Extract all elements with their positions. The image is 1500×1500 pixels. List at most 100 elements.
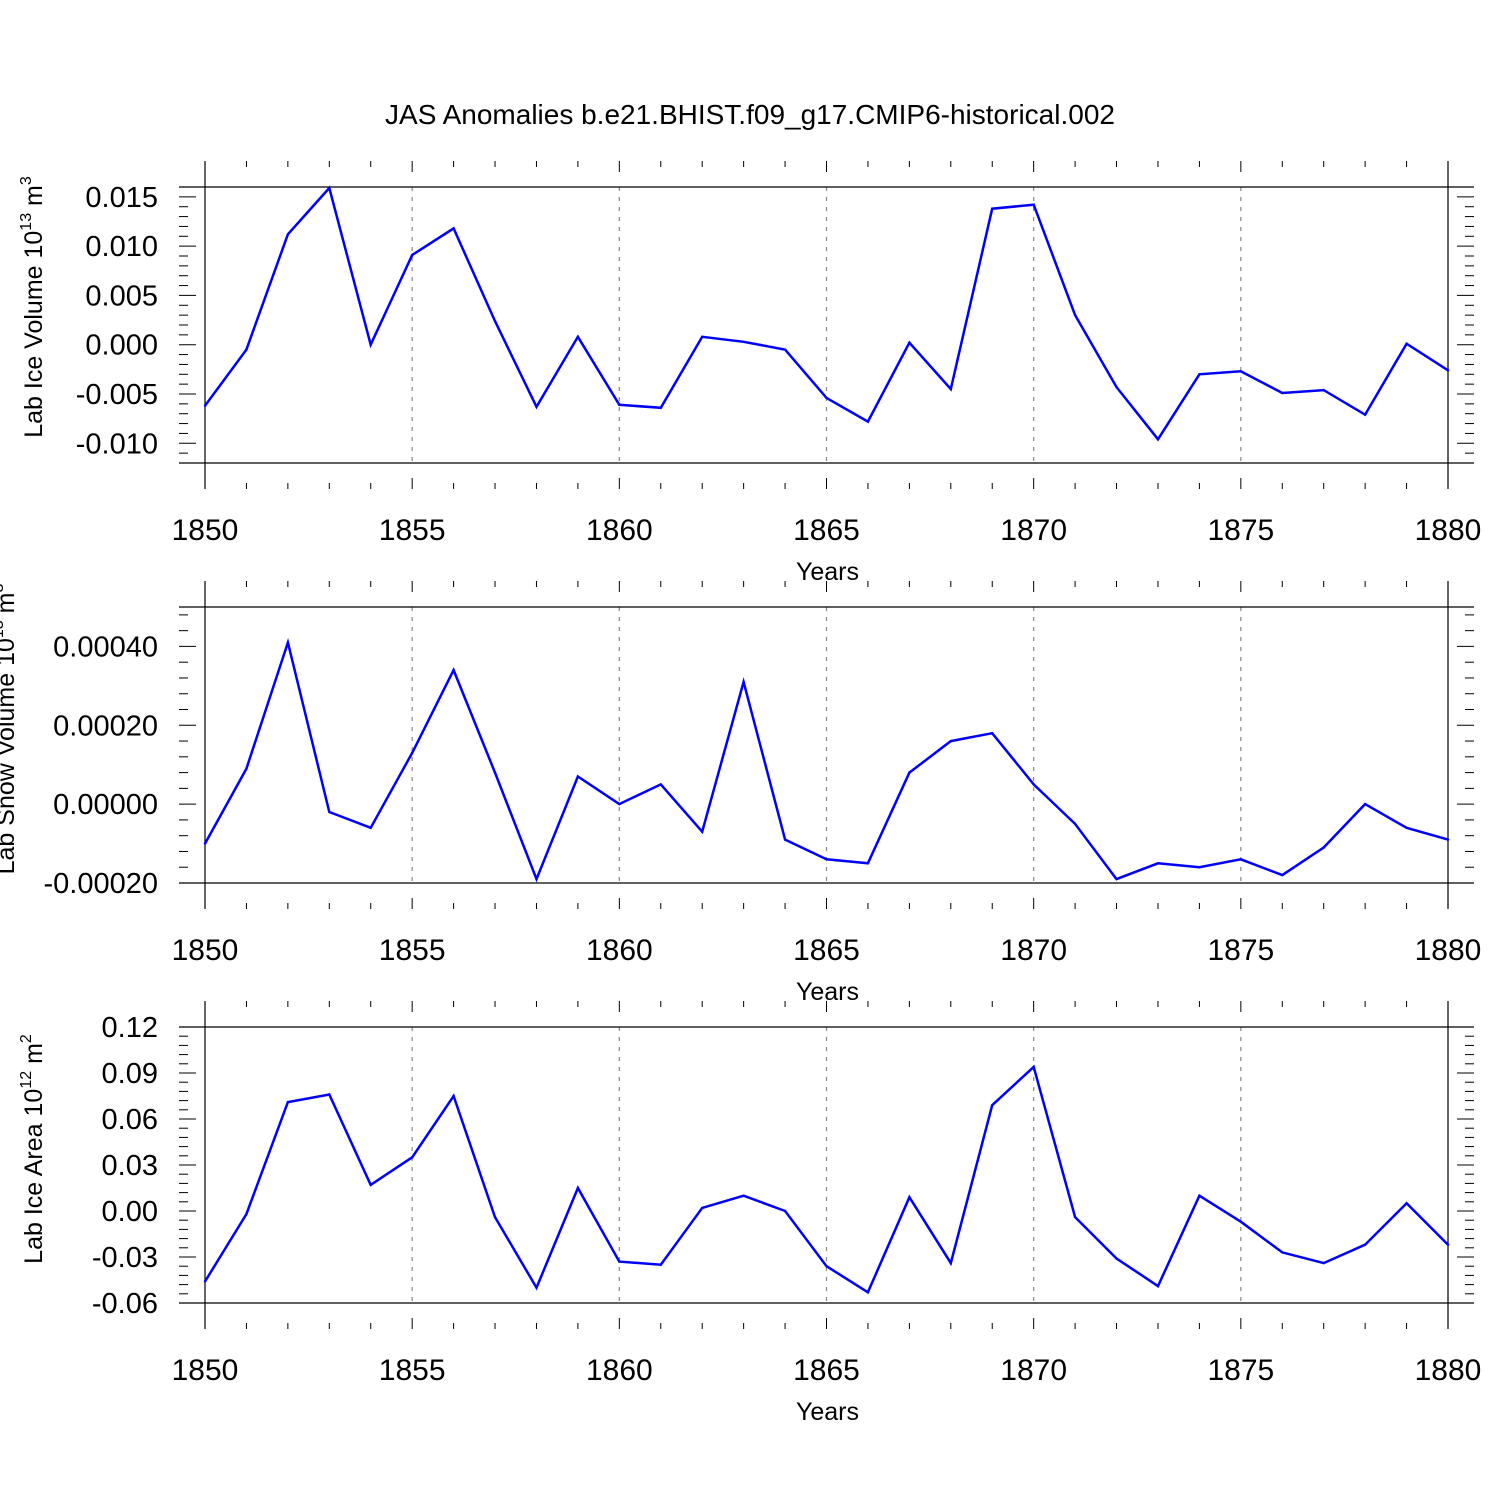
data-point [286, 233, 290, 236]
data-point [1198, 373, 1201, 376]
data-point [701, 830, 704, 833]
data-point [825, 858, 828, 861]
data-point [1115, 877, 1118, 881]
data-point [1198, 866, 1201, 869]
x-tick-label: 1850 [172, 934, 239, 967]
x-axis-label: Years [796, 978, 859, 1006]
data-point [1073, 313, 1077, 317]
data-point [286, 641, 290, 644]
y-tick-label: -0.06 [92, 1288, 158, 1320]
data-point [1405, 342, 1408, 345]
x-tick-label: 1865 [793, 934, 860, 967]
data-point [866, 1291, 870, 1294]
data-point [1156, 862, 1160, 865]
y-tick-label: 0.00 [102, 1196, 158, 1228]
data-point [1322, 846, 1325, 849]
y-tick-label: 0.12 [102, 1012, 158, 1044]
data-point [659, 783, 662, 786]
data-point [742, 340, 745, 343]
x-tick-label: 1870 [1000, 514, 1067, 547]
data-point [1363, 1243, 1367, 1246]
data-point [1281, 391, 1284, 395]
y-tick-label: 0.00020 [53, 710, 158, 742]
data-point [1446, 369, 1450, 372]
data-point [452, 668, 455, 672]
x-tick-label: 1855 [379, 514, 446, 547]
data-point [493, 319, 497, 323]
data-point [742, 1194, 745, 1197]
data-point [1198, 1194, 1201, 1197]
data-point [618, 1260, 621, 1263]
chart-panel-3: 0.12 0.09 0.06 0.03 0.00 -0.03 -0.06 1850 1855 18… [18, 1001, 1481, 1426]
data-point [328, 1093, 331, 1096]
x-tick-label: 1880 [1415, 514, 1482, 547]
data-point [1032, 783, 1035, 786]
data-point [908, 1196, 911, 1199]
data-point [659, 1263, 662, 1266]
y-axis-label: Lab Ice Volume 1013 m3 [18, 176, 48, 438]
data-point [328, 810, 331, 814]
y-tick-label: 0.00000 [53, 789, 158, 821]
data-point [949, 1261, 952, 1265]
data-point [493, 1215, 497, 1219]
data-point [659, 406, 662, 409]
data-point [783, 1209, 787, 1213]
data-point [1115, 385, 1118, 389]
data-point [1281, 873, 1284, 877]
data-point [410, 751, 414, 755]
x-tick-label: 1875 [1207, 1354, 1274, 1387]
x-tick-label: 1880 [1415, 1354, 1482, 1387]
data-point [369, 1183, 372, 1187]
data-point [1281, 1251, 1284, 1254]
y-tick-label: 0.010 [85, 231, 158, 263]
data-point [1322, 388, 1325, 392]
x-axis-label: Years [796, 558, 859, 586]
data-point [1073, 1215, 1077, 1219]
y-axis-label: Lab Snow Volume 1013 m3 [0, 584, 20, 875]
data-point [576, 1186, 580, 1190]
data-point [245, 1212, 248, 1216]
data-point [825, 1265, 828, 1268]
data-point [908, 771, 911, 774]
data-point [576, 335, 580, 339]
x-tick-label: 1880 [1415, 934, 1482, 967]
data-point [991, 207, 994, 210]
data-series-line [203, 185, 1449, 442]
data-point [1156, 1284, 1160, 1288]
chart-panel-1: 0.015 0.010 0.005 0.000 -0.005 -0.010 1850 1855… [18, 161, 1481, 586]
data-point [949, 387, 952, 391]
data-point [1363, 413, 1367, 416]
x-tick-label: 1855 [379, 934, 446, 967]
x-tick-label: 1865 [793, 1354, 860, 1387]
x-tick-label: 1860 [586, 934, 653, 967]
x-tick-label: 1875 [1207, 514, 1274, 547]
data-point [1405, 1202, 1408, 1205]
data-point [1156, 438, 1160, 441]
data-point [369, 826, 372, 829]
data-point [1446, 1243, 1450, 1246]
data-point [452, 1094, 455, 1098]
y-tick-label: 0.015 [85, 182, 158, 214]
data-point [991, 1104, 994, 1107]
data-point [410, 1156, 414, 1159]
data-point [701, 1206, 704, 1210]
data-point [908, 341, 911, 344]
data-point [1446, 838, 1450, 841]
data-point [410, 253, 414, 257]
y-axis-label: Lab Ice Area 1012 m2 [18, 1034, 48, 1264]
data-point [618, 403, 621, 407]
data-point [203, 404, 207, 408]
data-point [203, 1280, 207, 1283]
y-tick-label: -0.010 [76, 428, 158, 460]
data-point [1239, 1220, 1243, 1223]
x-tick-label: 1865 [793, 514, 860, 547]
data-point [493, 771, 497, 774]
data-point [866, 420, 870, 423]
data-point [1239, 858, 1243, 861]
data-point [1073, 822, 1077, 826]
x-axis-label: Years [796, 1398, 859, 1426]
y-tick-label: -0.00020 [44, 868, 159, 900]
data-point [328, 186, 331, 190]
data-point [1032, 1065, 1035, 1069]
x-tick-label: 1850 [172, 514, 239, 547]
